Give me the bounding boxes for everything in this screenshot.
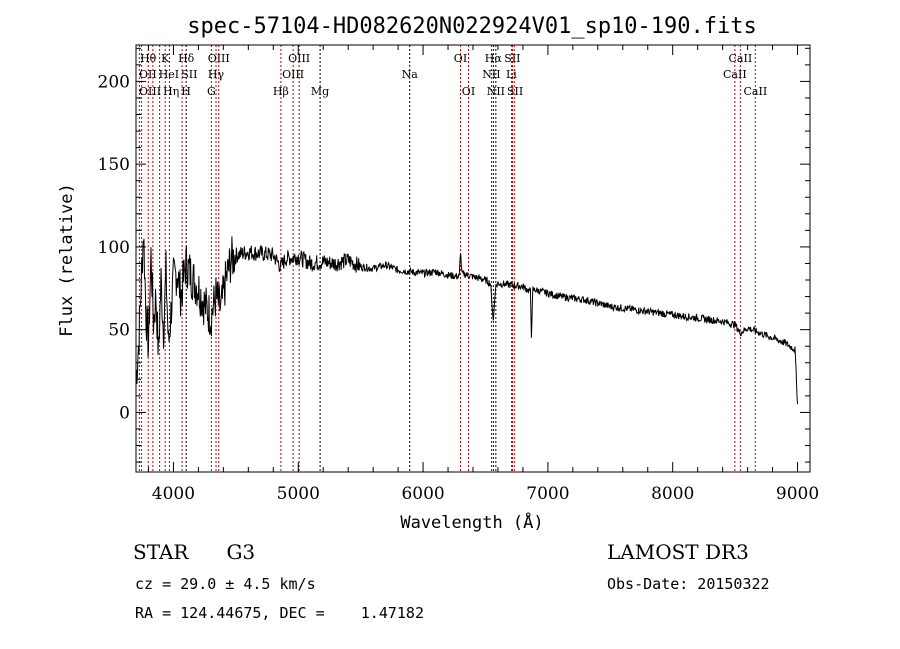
ra-dec: RA = 124.44675, DEC = 1.47182 [135,604,424,622]
survey-name: LAMOST DR3 [607,540,749,564]
line-label: SII [507,85,523,98]
line-label: SII [504,52,520,65]
y-tick-label: 100 [98,238,130,258]
line-label: HeI [159,68,179,81]
x-tick-label: 7000 [526,484,569,504]
line-label: Mg [311,85,329,98]
chart-title: spec-57104-HD082620N022924V01_sp10-190.f… [187,14,757,39]
line-label: G [207,85,216,98]
line-label: Hα [485,52,503,65]
obs-date: Obs-Date: 20150322 [607,575,770,593]
line-label: Hγ [208,68,225,81]
line-label: NII [487,85,505,98]
x-axis-label: Wavelength (Å) [400,511,543,533]
line-label: NII [482,68,500,81]
line-label: SII [181,68,197,81]
spectral-line-markers [138,45,756,472]
line-label: Na [402,68,419,81]
line-label: Hβ [273,85,289,98]
line-label: OIII [139,85,161,98]
y-tick-label: 200 [98,72,130,92]
line-label: K [161,52,170,65]
line-label: Hη [163,85,179,98]
line-label: OIII [282,68,304,81]
object-class: STAR G3 [133,540,255,564]
line-label: Hθ [140,52,157,65]
line-label: OIII [208,52,230,65]
line-label: OII [139,68,157,81]
y-tick-label: 0 [119,403,130,423]
line-label: OI [462,85,475,98]
line-label: H [181,85,191,98]
x-tick-label: 6000 [401,484,444,504]
y-tick-label: 50 [108,321,130,341]
axis-ticks: 4000 5000 6000 7000 8000 9000 0 50 100 150 200 [98,45,819,504]
line-label: CaII [744,85,768,98]
x-tick-label: 8000 [651,484,694,504]
line-label: Li [506,68,517,81]
line-label: Hδ [178,52,195,65]
y-axis-label: Flux (relative) [57,183,77,337]
line-label: OIII [288,52,310,65]
object-subclass: G3 [226,540,256,564]
x-tick-label: 4000 [152,484,195,504]
object-type: STAR [133,540,189,564]
x-tick-label: 9000 [776,484,819,504]
line-label: OI [454,52,467,65]
redshift-text: cz = 29.0 ± 4.5 km/s [135,575,316,593]
line-label: CaII [729,52,753,65]
line-label: CaII [723,68,747,81]
x-tick-label: 5000 [277,484,320,504]
spectrum-line [135,236,798,405]
y-tick-label: 150 [98,155,130,175]
